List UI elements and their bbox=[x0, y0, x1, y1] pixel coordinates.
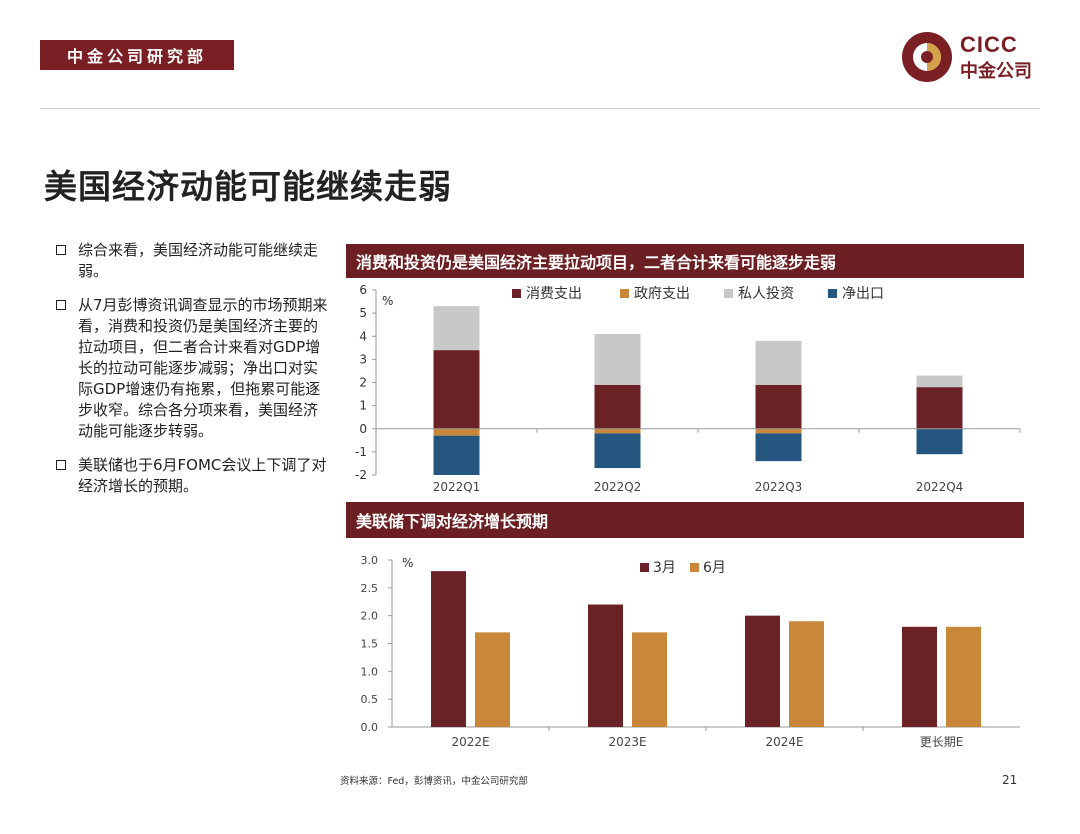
legend-swatch bbox=[512, 289, 521, 298]
bar-segment bbox=[755, 340, 802, 385]
x-tick-label: 2022Q3 bbox=[755, 480, 803, 494]
legend-swatch bbox=[828, 289, 837, 298]
y-tick-label: 3 bbox=[359, 352, 367, 366]
bar bbox=[902, 626, 937, 727]
bullet-item: 从7月彭博资讯调查显示的市场预期来看，消费和投资仍是美国经济主要的拉动项目，但二… bbox=[56, 295, 328, 442]
logo-text-en: CICC bbox=[960, 32, 1018, 57]
y-tick-label: 1.5 bbox=[361, 638, 379, 651]
bar-segment bbox=[916, 387, 963, 429]
department-tag: 中金公司研究部 bbox=[40, 40, 234, 70]
bar bbox=[475, 632, 510, 727]
fed-growth-forecast-chart: 3.0 2.5 2.0 1.5 1.0 0.5 0.0% 2022E 2023E 2024E 更长期… bbox=[361, 554, 1020, 749]
y-tick-label: -1 bbox=[355, 445, 367, 459]
legend-swatch bbox=[620, 289, 629, 298]
legend-label: 3月 bbox=[653, 560, 676, 576]
unit-label: % bbox=[402, 556, 413, 570]
x-tick-label: 2022Q4 bbox=[916, 480, 964, 494]
bullet-item: 综合来看，美国经济动能可能继续走弱。 bbox=[56, 240, 328, 282]
bar-segment bbox=[594, 433, 641, 469]
y-tick-label: 1.0 bbox=[361, 665, 379, 678]
bar-segment bbox=[594, 333, 641, 385]
chart2-title: 美联储下调对经济增长预期 bbox=[346, 502, 1024, 538]
bullet-text: 综合来看，美国经济动能可能继续走弱。 bbox=[78, 241, 319, 280]
bullet-square-icon bbox=[56, 460, 66, 470]
bullet-item: 美联储也于6月FOMC会议上下调了对经济增长的预期。 bbox=[56, 455, 328, 497]
header-divider bbox=[40, 108, 1040, 109]
y-tick-label: 2.5 bbox=[361, 582, 379, 595]
source-note: 资料来源：Fed，彭博资讯，中金公司研究部 bbox=[340, 776, 528, 787]
bullet-text: 从7月彭博资讯调查显示的市场预期来看，消费和投资仍是美国经济主要的拉动项目，但二… bbox=[78, 296, 328, 440]
y-tick-label: 3.0 bbox=[361, 554, 379, 567]
bar-segment bbox=[755, 433, 802, 462]
bar-segment bbox=[433, 306, 480, 351]
bar bbox=[745, 615, 780, 727]
legend-swatch bbox=[690, 563, 699, 572]
logo-text-cn: 中金公司 bbox=[960, 61, 1032, 82]
bar-segment bbox=[433, 435, 480, 475]
y-tick-label: 4 bbox=[359, 329, 367, 343]
legend-label: 私人投资 bbox=[738, 286, 794, 302]
legend-swatch bbox=[640, 563, 649, 572]
unit-label: % bbox=[382, 294, 393, 308]
y-tick-label: 5 bbox=[359, 306, 367, 320]
y-tick-label: 0.0 bbox=[361, 721, 379, 734]
x-tick-label: 更长期E bbox=[920, 735, 964, 749]
y-tick-label: 0.5 bbox=[361, 693, 379, 706]
bar-segment bbox=[433, 350, 480, 429]
legend-label: 6月 bbox=[703, 560, 726, 576]
page-number: 21 bbox=[1002, 773, 1018, 787]
bar bbox=[588, 604, 623, 727]
bar-segment bbox=[433, 428, 480, 436]
bar-segment bbox=[755, 428, 802, 434]
cicc-logo: CICC 中金公司 bbox=[900, 30, 1040, 84]
bar-segment bbox=[755, 384, 802, 429]
bar bbox=[431, 571, 466, 727]
bar bbox=[946, 626, 981, 727]
legend-label: 消费支出 bbox=[526, 286, 582, 302]
chart1-title: 消费和投资仍是美国经济主要拉动项目，二者合计来看可能逐步走弱 bbox=[346, 244, 1024, 278]
x-tick-label: 2022Q2 bbox=[594, 480, 642, 494]
bar-segment bbox=[594, 428, 641, 434]
bar bbox=[789, 621, 824, 727]
x-tick-label: 2022Q1 bbox=[433, 480, 481, 494]
y-tick-label: -2 bbox=[355, 468, 367, 482]
legend-label: 政府支出 bbox=[634, 286, 690, 302]
legend-swatch bbox=[724, 289, 733, 298]
y-tick-label: 6 bbox=[359, 283, 367, 297]
y-tick-label: 2 bbox=[359, 376, 367, 390]
bar-segment bbox=[916, 428, 963, 455]
gdp-contribution-chart: 6 5 4 3 2 1 0 -1 -2% 2022Q1 2022Q2 2022Q3 2022Q4 消费支出… bbox=[355, 283, 1021, 494]
bar-segment bbox=[594, 384, 641, 429]
page-title: 美国经济动能可能继续走弱 bbox=[44, 167, 452, 206]
bullet-text: 美联储也于6月FOMC会议上下调了对经济增长的预期。 bbox=[78, 456, 327, 495]
legend-label: 净出口 bbox=[842, 286, 884, 302]
bar-segment bbox=[916, 375, 963, 388]
bullet-square-icon bbox=[56, 245, 66, 255]
x-tick-label: 2024E bbox=[765, 735, 803, 749]
cicc-logo-icon bbox=[902, 32, 952, 82]
x-tick-label: 2022E bbox=[451, 735, 489, 749]
bullet-square-icon bbox=[56, 300, 66, 310]
x-tick-label: 2023E bbox=[608, 735, 646, 749]
y-tick-label: 0 bbox=[359, 422, 367, 436]
y-tick-label: 2.0 bbox=[361, 610, 379, 623]
bar bbox=[632, 632, 667, 727]
y-tick-label: 1 bbox=[359, 399, 367, 413]
bullet-list: 综合来看，美国经济动能可能继续走弱。 从7月彭博资讯调查显示的市场预期来看，消费… bbox=[56, 240, 328, 510]
